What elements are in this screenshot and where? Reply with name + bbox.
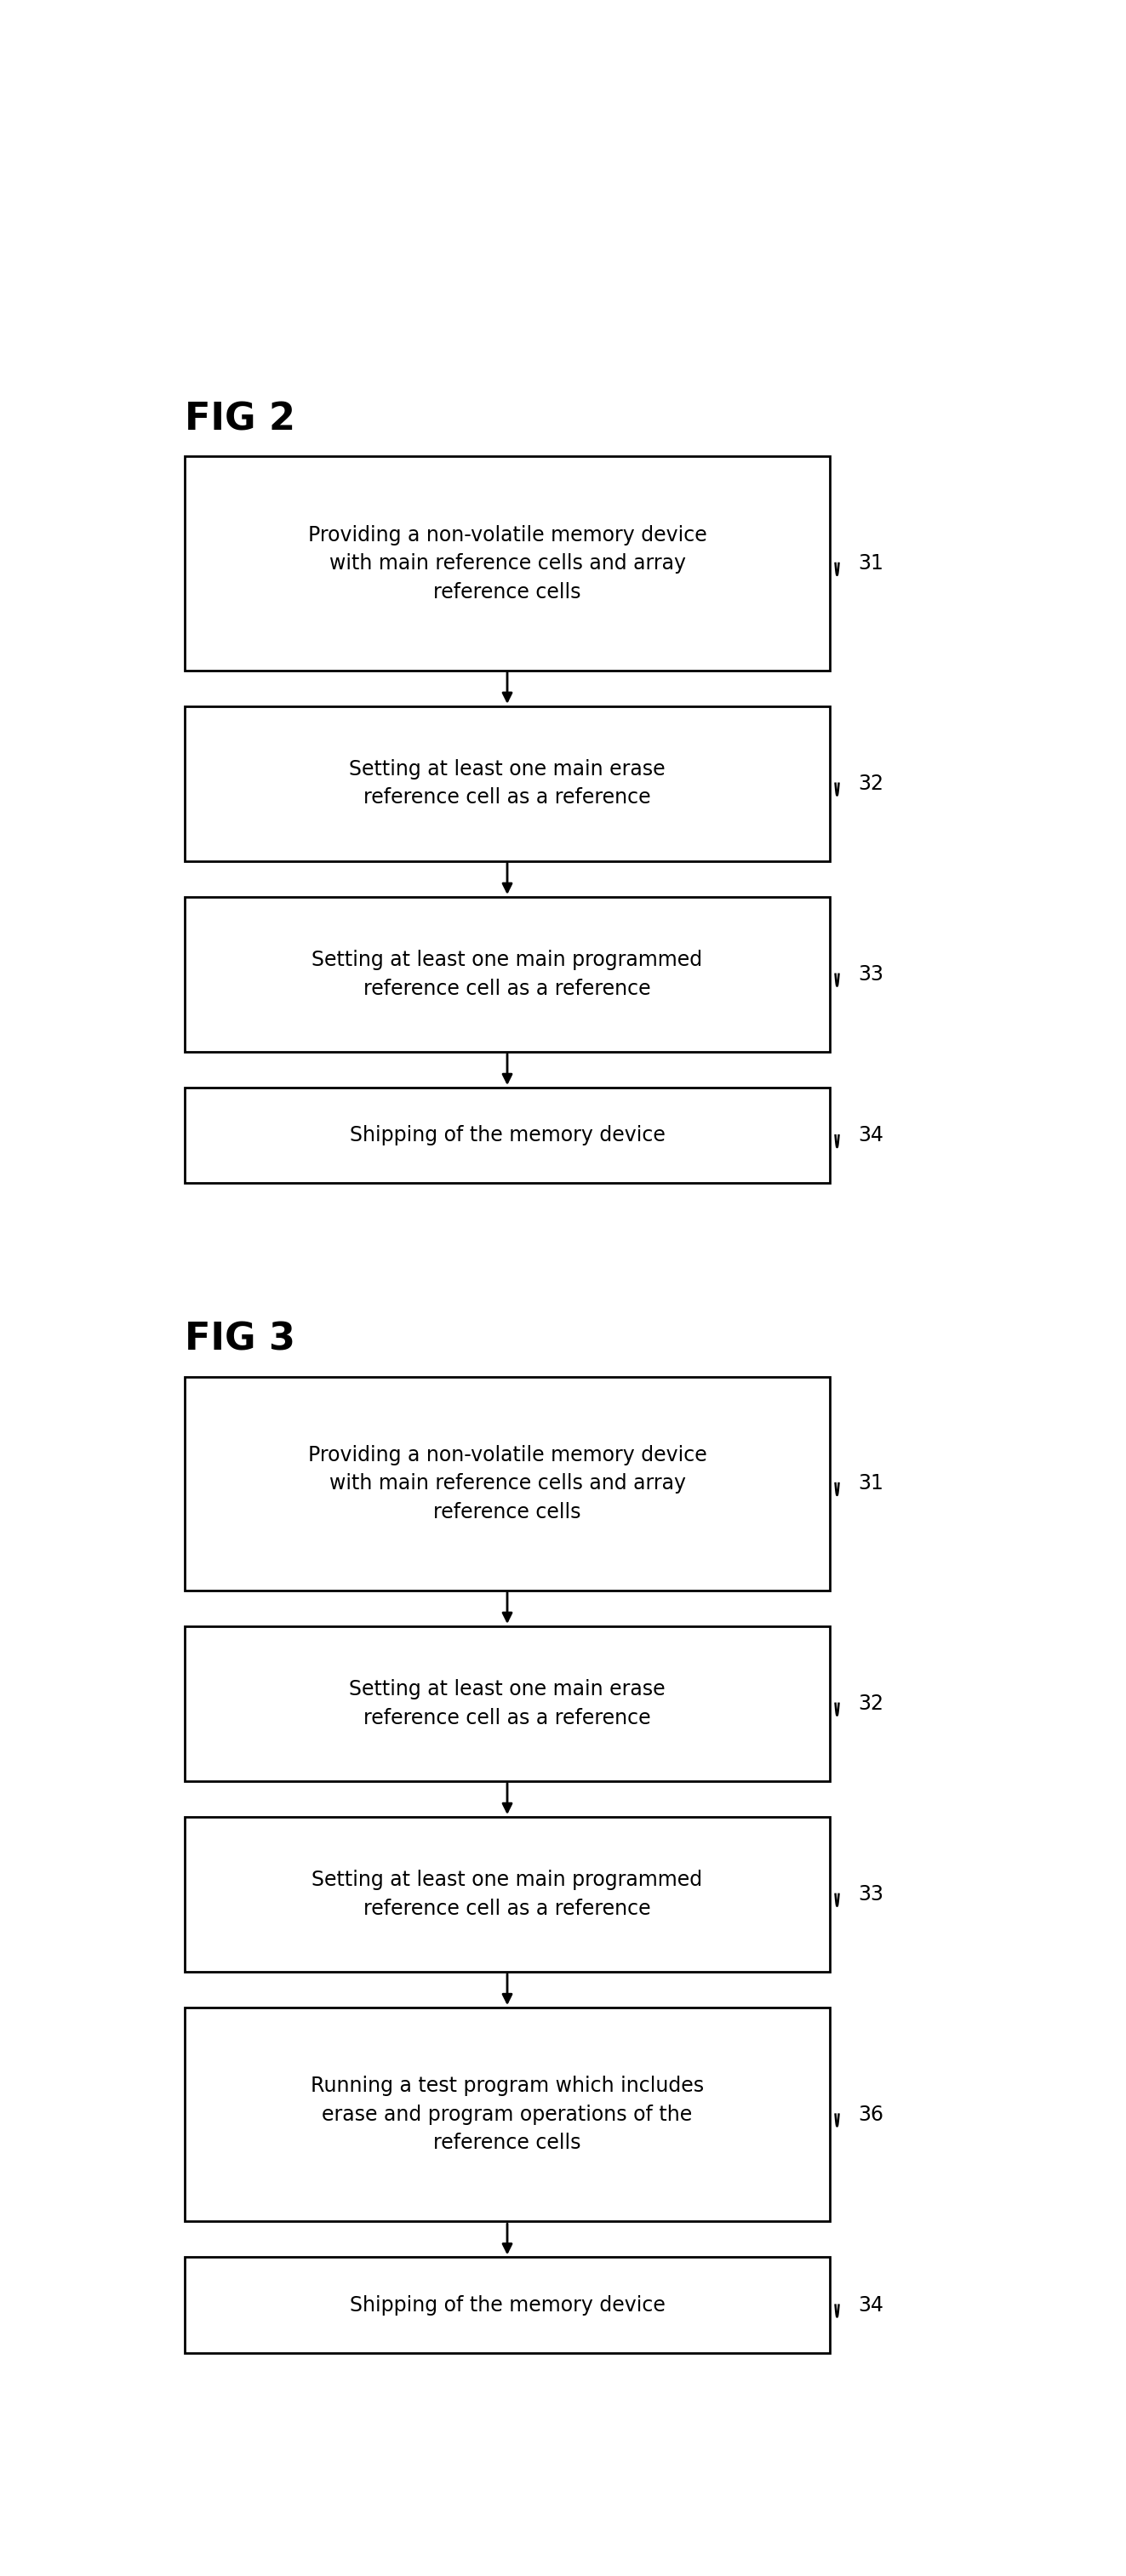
Bar: [185, 1816, 830, 1971]
Text: Setting at least one main erase
reference cell as a reference: Setting at least one main erase referenc…: [349, 760, 665, 809]
Text: 32: 32: [858, 773, 884, 793]
Text: 32: 32: [858, 1692, 884, 1713]
Bar: [185, 896, 830, 1051]
Text: Providing a non-volatile memory device
with main reference cells and array
refer: Providing a non-volatile memory device w…: [307, 526, 707, 603]
Bar: [185, 2007, 830, 2221]
Bar: [185, 2257, 830, 2352]
Text: Providing a non-volatile memory device
with main reference cells and array
refer: Providing a non-volatile memory device w…: [307, 1445, 707, 1522]
Text: Setting at least one main programmed
reference cell as a reference: Setting at least one main programmed ref…: [312, 951, 703, 999]
Bar: [185, 1087, 830, 1182]
Text: Setting at least one main erase
reference cell as a reference: Setting at least one main erase referenc…: [349, 1680, 665, 1728]
Bar: [185, 706, 830, 860]
Bar: [185, 1376, 830, 1589]
Text: 33: 33: [858, 1883, 884, 1904]
Text: 31: 31: [858, 554, 884, 574]
Bar: [185, 456, 830, 670]
Bar: [185, 1625, 830, 1780]
Text: Shipping of the memory device: Shipping of the memory device: [349, 2295, 665, 2316]
Text: Shipping of the memory device: Shipping of the memory device: [349, 1126, 665, 1146]
Text: Running a test program which includes
erase and program operations of the
refere: Running a test program which includes er…: [311, 2076, 704, 2154]
Text: 34: 34: [858, 1126, 884, 1146]
Text: FIG 2: FIG 2: [185, 402, 295, 438]
Text: 33: 33: [858, 963, 884, 984]
Text: Setting at least one main programmed
reference cell as a reference: Setting at least one main programmed ref…: [312, 1870, 703, 1919]
Text: 36: 36: [858, 2105, 884, 2125]
Text: FIG 3: FIG 3: [185, 1321, 295, 1358]
Text: 34: 34: [858, 2295, 884, 2316]
Text: 31: 31: [858, 1473, 884, 1494]
